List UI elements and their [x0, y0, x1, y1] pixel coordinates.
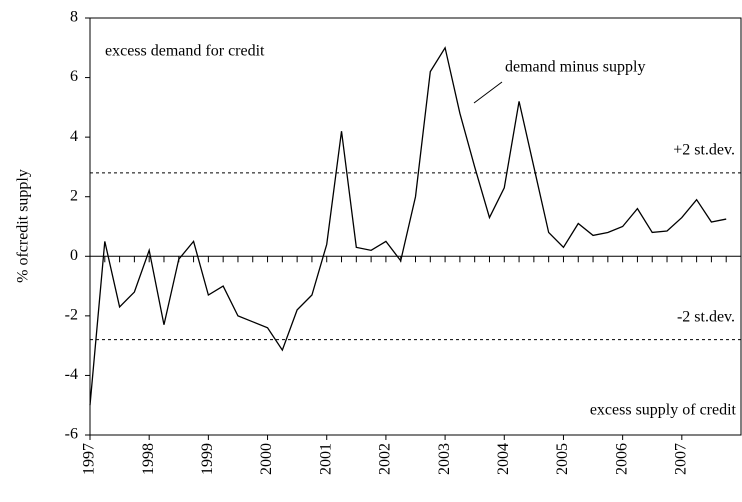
x-tick-label: 2003 [436, 443, 453, 475]
reference-label: +2 st.dev. [673, 142, 735, 159]
y-axis-label: % ofcredit supply [15, 169, 32, 283]
x-tick-label: 2005 [554, 443, 571, 475]
y-tick-label: -6 [65, 426, 78, 443]
y-tick-label: -2 [65, 307, 78, 324]
series-label: demand minus supply [505, 59, 645, 76]
y-tick-label: 8 [70, 9, 78, 26]
series-pointer [473, 81, 503, 104]
series-line [89, 46, 727, 406]
annotation: excess supply of credit [590, 402, 737, 419]
x-tick-label: 1999 [199, 443, 216, 475]
y-tick-label: 2 [70, 187, 78, 204]
y-tick-label: 4 [70, 128, 78, 145]
y-tick-label: 0 [70, 247, 78, 264]
x-tick-label: 2007 [672, 443, 689, 475]
y-tick-label: 6 [70, 68, 78, 85]
annotation: excess demand for credit [105, 43, 265, 60]
x-tick-label: 1997 [81, 443, 98, 475]
x-tick-label: 2001 [317, 443, 334, 475]
y-tick-label: -4 [65, 366, 78, 383]
reference-label: -2 st.dev. [677, 308, 735, 325]
x-tick-label: 2000 [258, 443, 275, 475]
x-tick-label: 1998 [140, 443, 157, 475]
x-tick-label: 2002 [377, 443, 394, 475]
plot-frame [89, 17, 742, 436]
x-tick-label: 2004 [495, 443, 512, 475]
x-tick-label: 2006 [613, 443, 630, 475]
